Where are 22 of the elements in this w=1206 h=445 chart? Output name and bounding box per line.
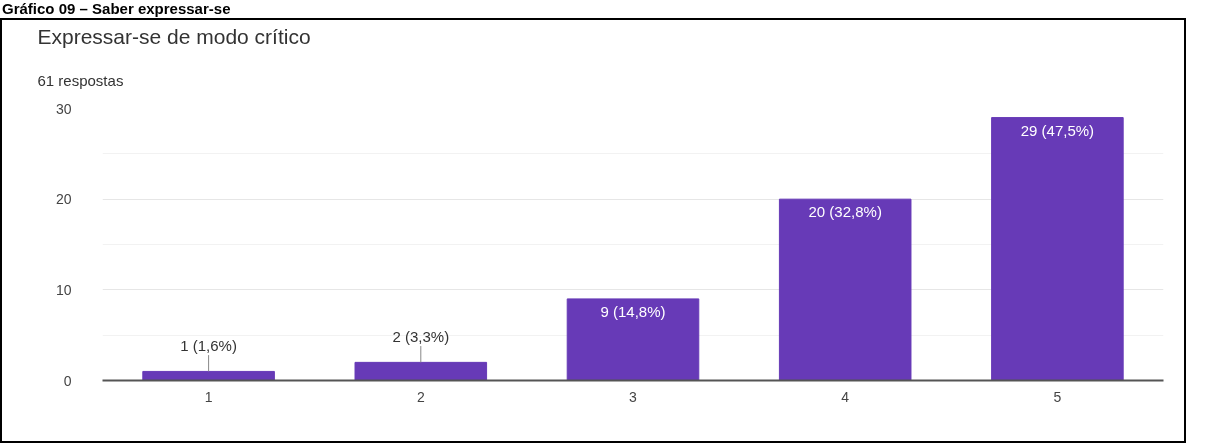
text: Gráfico 09 – Saber expressar-se	[2, 0, 231, 18]
y-tick-label: 20	[55, 191, 72, 208]
x-tick-label: 5	[1053, 388, 1062, 405]
bar	[354, 361, 488, 381]
x-tick-label: 3	[629, 388, 638, 405]
y-tick-label: 10	[55, 281, 72, 298]
x-tick-label: 2	[416, 388, 425, 405]
data-label: 9 (14,8%)	[600, 302, 666, 320]
x-tick-label: 4	[841, 388, 850, 405]
x-tick-label: 1	[204, 388, 213, 405]
bar	[566, 298, 700, 381]
data-label: 29 (47,5%)	[1020, 121, 1095, 139]
y-tick-label: 30	[55, 100, 72, 117]
chart-subtitle: 61 respostas	[37, 71, 124, 89]
data-label: 1 (1,6%)	[180, 336, 237, 354]
bar	[991, 117, 1124, 381]
y-tick-label: 0	[63, 372, 72, 389]
data-label: 20 (32,8%)	[808, 203, 882, 221]
chart-title: Expressar-se de modo crítico	[37, 24, 311, 48]
bar	[142, 370, 275, 381]
bar	[778, 198, 912, 381]
data-label: 2 (3,3%)	[392, 327, 450, 345]
